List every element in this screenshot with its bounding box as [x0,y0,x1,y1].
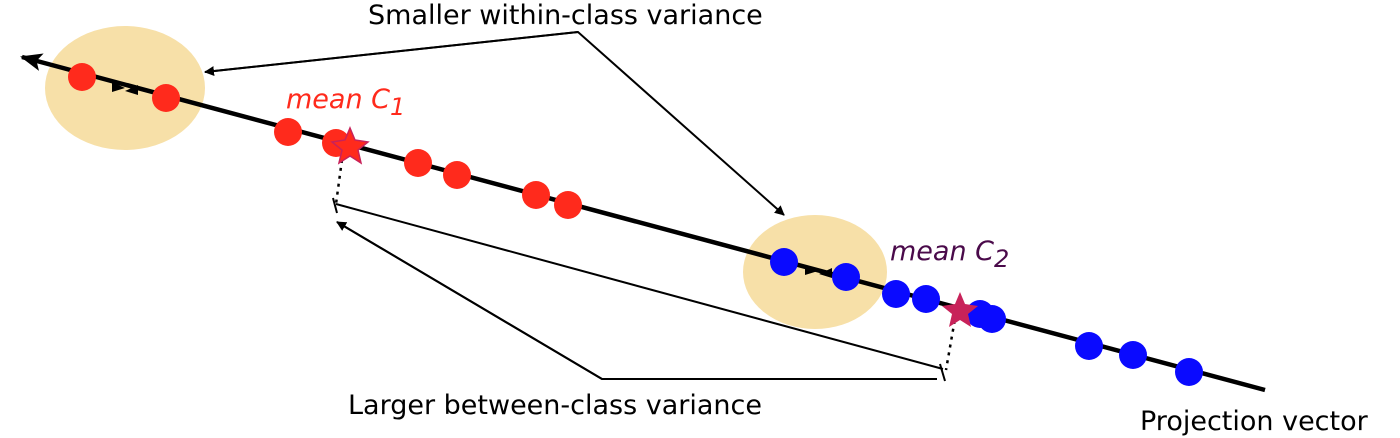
between-class-label: Larger between-class variance [348,390,762,421]
class1-point [404,149,432,177]
class2-point [832,263,860,291]
mean-c2-label: mean C2 [890,236,1009,273]
mean-c2-star [942,292,978,327]
between-class-bracket [335,203,944,370]
class2-cluster-highlight [743,215,887,329]
within-class-label: Smaller within-class variance [368,0,763,31]
class2-point [978,305,1006,333]
class1-point [443,161,471,189]
class1-point [152,84,180,112]
projection-vector-label: Projection vector [1140,406,1369,437]
mean-c1-star [330,126,370,165]
class2-point [1075,332,1103,360]
class2-point [1119,341,1147,369]
mean-c2-label-subscript: 2 [994,245,1009,273]
within-class-arrow-to-c1 [204,31,579,77]
between-class-arrow-to-bracket [336,221,603,380]
class1-small-arrow [112,82,125,92]
class2-point [1175,358,1203,386]
class1-point [68,63,96,91]
class1-point [522,181,550,209]
class1-point [554,191,582,219]
class1-point [274,118,302,146]
class2-point [912,285,940,313]
class2-small-arrow [819,268,832,278]
class1-small-arrow [125,85,138,95]
bracket-end-tick-2 [939,363,946,382]
class2-point [882,280,910,308]
class1-points [68,63,582,219]
class2-point [770,248,798,276]
mean-c2-label-text: mean C [890,236,994,267]
class2-small-arrow [805,265,818,275]
mean-c1-label-text: mean C [286,84,390,115]
bracket-end-tick-1 [332,197,338,214]
mean-c1-label: mean C1 [286,84,405,121]
projection-vector-line [20,53,1266,393]
mean-c1-label-subscript: 1 [390,93,405,121]
